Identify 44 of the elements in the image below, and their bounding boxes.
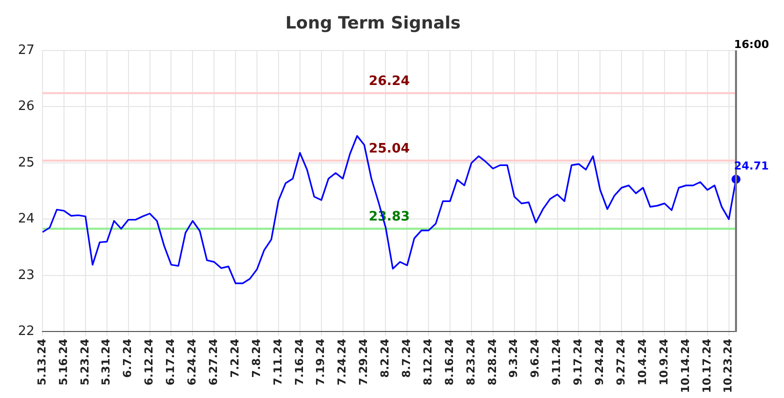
x-tick-label: 6.17.24 bbox=[164, 338, 178, 386]
x-tick-label: 7.16.24 bbox=[292, 338, 306, 386]
x-tick-label: 6.27.24 bbox=[206, 338, 220, 386]
y-tick-label: 27 bbox=[18, 42, 35, 58]
x-tick-label: 10.17.24 bbox=[700, 338, 714, 393]
chart-title: Long Term Signals bbox=[285, 14, 461, 34]
x-tick-label: 8.2.24 bbox=[378, 338, 392, 378]
x-tick-label: 8.23.24 bbox=[464, 338, 478, 386]
x-tick-label: 6.12.24 bbox=[142, 338, 156, 386]
ref-line-label: 25.04 bbox=[368, 142, 410, 157]
x-tick-label: 7.29.24 bbox=[357, 338, 370, 386]
x-tick-label: 8.12.24 bbox=[421, 338, 434, 386]
data-label: 24.71 bbox=[734, 160, 769, 173]
x-tick-label: 7.19.24 bbox=[314, 338, 328, 386]
x-tick-label: 6.7.24 bbox=[121, 338, 134, 378]
x-tick-label: 8.28.24 bbox=[486, 338, 499, 386]
x-tick-label: 5.16.24 bbox=[56, 338, 70, 386]
x-tick-label: 7.24.24 bbox=[336, 338, 349, 386]
x-tick-label: 9.3.24 bbox=[507, 338, 520, 378]
y-tick-label: 24 bbox=[18, 212, 35, 227]
x-tick-label: 8.16.24 bbox=[442, 338, 456, 386]
x-tick-label: 9.24.24 bbox=[593, 338, 606, 386]
x-tick-label: 10.9.24 bbox=[657, 338, 670, 386]
x-tick-label: 5.23.24 bbox=[78, 338, 92, 386]
ref-line-label: 26.24 bbox=[368, 74, 410, 90]
annotation: 16:00 bbox=[734, 38, 770, 51]
x-tick-label: 10.4.24 bbox=[636, 338, 649, 386]
x-tick-label: 9.11.24 bbox=[550, 338, 564, 386]
x-tick-label: 5.31.24 bbox=[100, 338, 113, 386]
y-tick-label: 22 bbox=[18, 324, 35, 340]
x-tick-label: 7.8.24 bbox=[250, 338, 263, 378]
x-tick-label: 8.7.24 bbox=[400, 338, 414, 378]
x-tick-label: 9.27.24 bbox=[614, 338, 628, 386]
x-tick-label: 9.17.24 bbox=[572, 338, 585, 386]
x-tick-label: 10.23.24 bbox=[722, 338, 735, 393]
x-tick-label: 7.2.24 bbox=[228, 338, 242, 378]
x-tick-label: 7.11.24 bbox=[271, 338, 284, 386]
x-tick-label: 10.14.24 bbox=[678, 338, 692, 393]
y-tick-label: 25 bbox=[18, 155, 35, 170]
x-tick-label: 6.24.24 bbox=[186, 338, 199, 386]
y-tick-label: 23 bbox=[18, 268, 35, 283]
x-tick-label: 5.13.24 bbox=[35, 338, 48, 386]
y-tick-label: 26 bbox=[18, 99, 35, 114]
x-tick-label: 9.6.24 bbox=[528, 338, 542, 378]
